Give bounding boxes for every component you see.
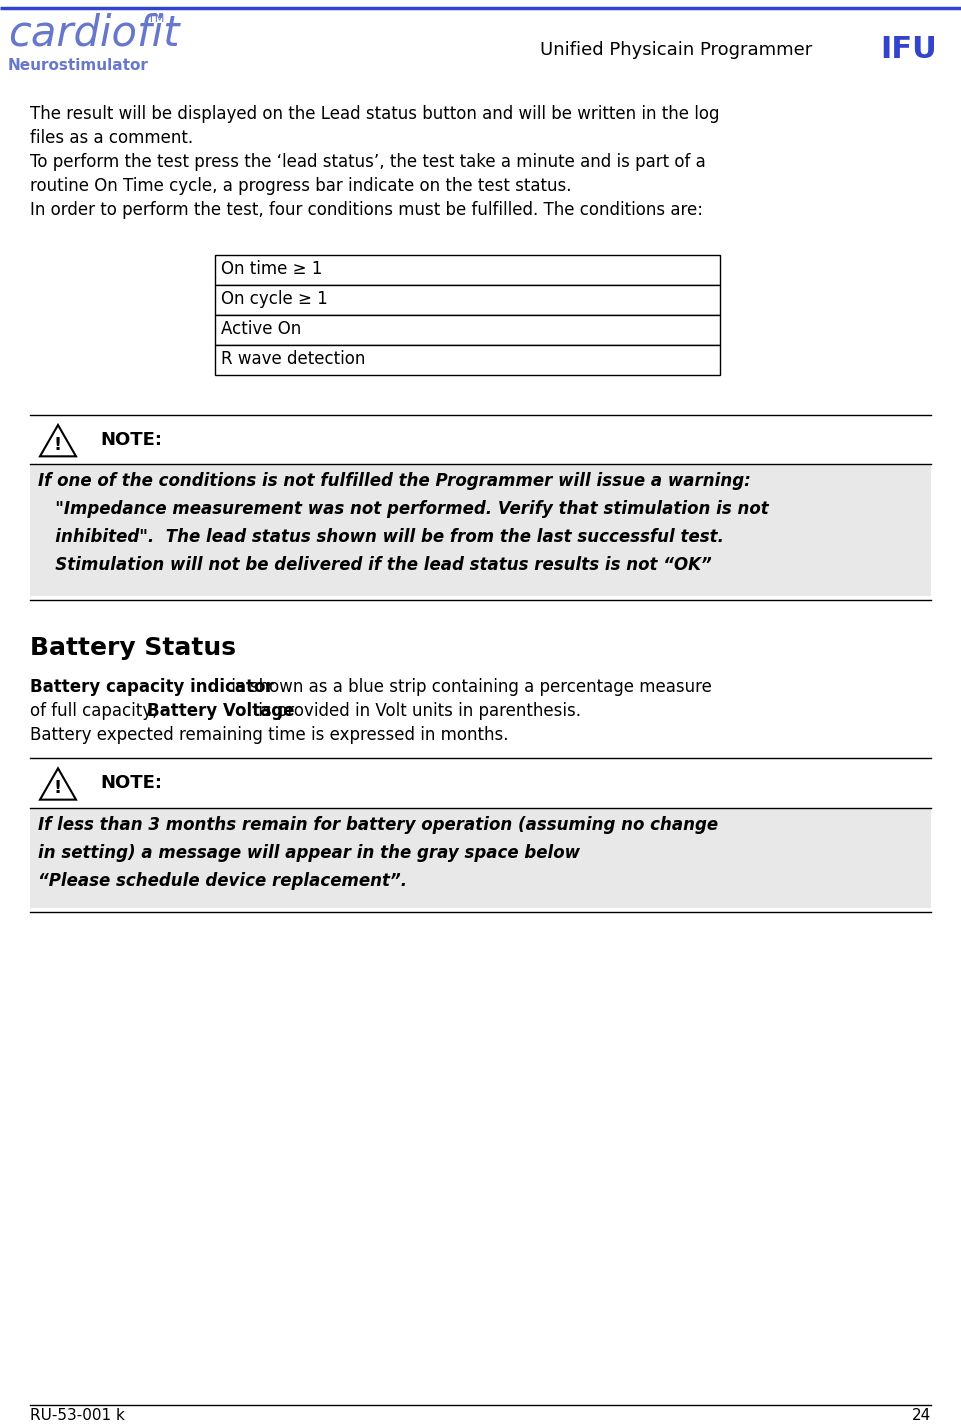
Text: is shown as a blue strip containing a percentage measure: is shown as a blue strip containing a pe… [226, 678, 712, 697]
Text: files as a comment.: files as a comment. [30, 129, 193, 147]
Text: In order to perform the test, four conditions must be fulfilled. The conditions : In order to perform the test, four condi… [30, 201, 703, 218]
Polygon shape [40, 426, 76, 457]
Text: Battery capacity indicator: Battery capacity indicator [30, 678, 274, 697]
Text: !: ! [54, 436, 62, 454]
Bar [215, 286, 720, 316]
Text: !: ! [54, 780, 62, 797]
Text: NOTE:: NOTE: [100, 774, 162, 793]
Bar [30, 808, 931, 908]
Text: “Please schedule device replacement”.: “Please schedule device replacement”. [38, 871, 407, 890]
Bar [30, 464, 931, 597]
Text: Battery Status: Battery Status [30, 637, 236, 660]
Text: inhibited".  The lead status shown will be from the last successful test.: inhibited". The lead status shown will b… [38, 528, 724, 547]
Text: Active On: Active On [221, 320, 301, 338]
Text: On cycle ≥ 1: On cycle ≥ 1 [221, 290, 328, 308]
Text: Unified Physicain Programmer: Unified Physicain Programmer [540, 41, 812, 59]
Text: 24: 24 [912, 1408, 931, 1422]
Text: "Impedance measurement was not performed. Verify that stimulation is not: "Impedance measurement was not performed… [38, 500, 769, 518]
Polygon shape [40, 768, 76, 800]
Text: On time ≥ 1: On time ≥ 1 [221, 260, 322, 278]
Text: Stimulation will not be delivered if the lead status results is not “OK”: Stimulation will not be delivered if the… [38, 557, 712, 574]
Text: TM: TM [148, 14, 164, 24]
Text: If less than 3 months remain for battery operation (assuming no change: If less than 3 months remain for battery… [38, 815, 718, 834]
Text: routine On Time cycle, a progress bar indicate on the test status.: routine On Time cycle, a progress bar in… [30, 177, 572, 196]
Text: To perform the test press the ‘lead status’, the test take a minute and is part : To perform the test press the ‘lead stat… [30, 153, 705, 171]
Text: R wave detection: R wave detection [221, 350, 365, 368]
Text: in setting) a message will appear in the gray space below: in setting) a message will appear in the… [38, 844, 580, 861]
Bar [215, 256, 720, 286]
Text: NOTE:: NOTE: [100, 431, 162, 448]
Text: Battery expected remaining time is expressed in months.: Battery expected remaining time is expre… [30, 727, 508, 744]
Text: The result will be displayed on the Lead status button and will be written in th: The result will be displayed on the Lead… [30, 106, 720, 123]
Text: Neurostimulator: Neurostimulator [8, 59, 149, 73]
Text: of full capacity,: of full capacity, [30, 703, 162, 720]
Text: If one of the conditions is not fulfilled the Programmer will issue a warning:: If one of the conditions is not fulfille… [38, 473, 751, 490]
Text: is provided in Volt units in parenthesis.: is provided in Volt units in parenthesis… [253, 703, 581, 720]
Text: IFU: IFU [880, 36, 937, 64]
Bar [215, 316, 720, 346]
Text: cardiofit: cardiofit [8, 11, 180, 54]
Bar [215, 346, 720, 376]
Text: Battery Voltage: Battery Voltage [147, 703, 294, 720]
Text: RU-53-001 k: RU-53-001 k [30, 1408, 125, 1422]
